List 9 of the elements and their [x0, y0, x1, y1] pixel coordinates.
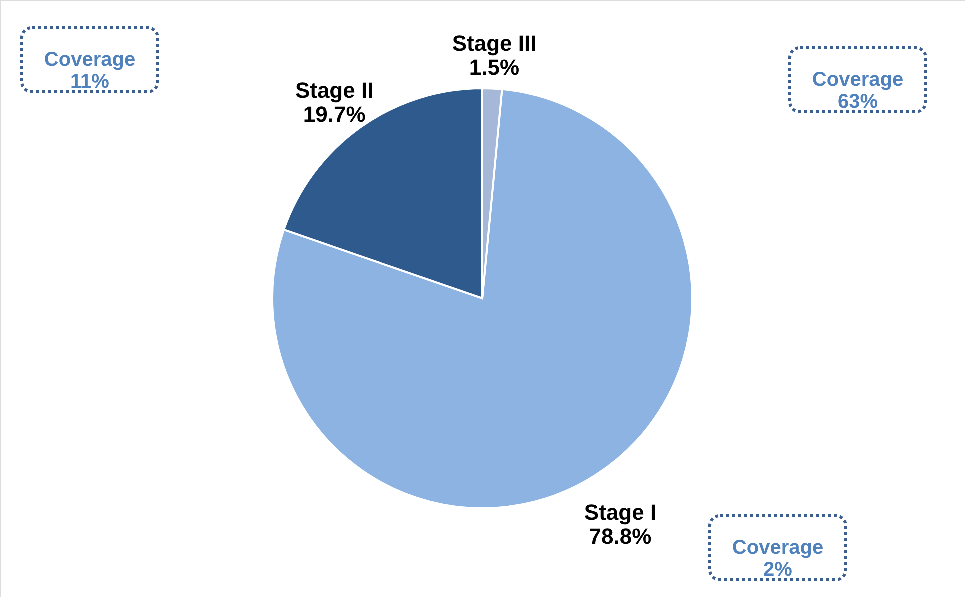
slice-label: Stage I — [584, 500, 657, 525]
text: Coverage 2% — [732, 537, 824, 581]
text: Coverage 11% — [44, 49, 136, 93]
data-label: 1.5% — [469, 54, 520, 80]
text: Coverage 63% — [812, 69, 904, 113]
slice-label: Stage II — [295, 78, 374, 103]
data-label: 19.7% — [303, 102, 366, 127]
slice-label: Stage III — [452, 30, 537, 56]
data-label: 78.8% — [589, 524, 652, 549]
